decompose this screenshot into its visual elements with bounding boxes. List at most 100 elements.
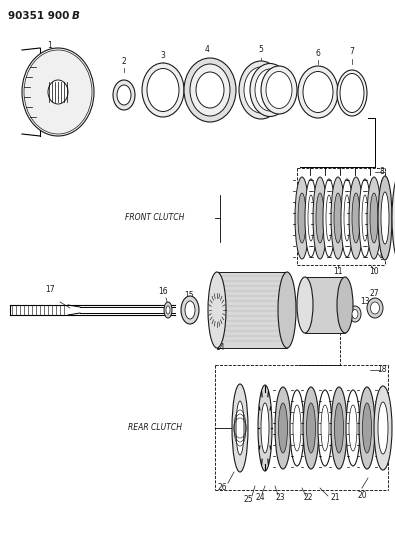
Ellipse shape — [323, 179, 335, 257]
Text: 23: 23 — [275, 492, 285, 502]
Ellipse shape — [334, 193, 342, 243]
Ellipse shape — [335, 403, 344, 453]
Ellipse shape — [308, 195, 314, 241]
Ellipse shape — [367, 298, 383, 318]
Ellipse shape — [298, 66, 338, 118]
Ellipse shape — [181, 296, 199, 324]
Text: 21: 21 — [330, 494, 340, 503]
Bar — [305, 277, 345, 333]
Ellipse shape — [244, 67, 278, 113]
Ellipse shape — [346, 390, 360, 466]
Ellipse shape — [290, 390, 304, 466]
Text: 6: 6 — [316, 49, 320, 58]
Text: 10: 10 — [369, 268, 379, 277]
Ellipse shape — [340, 74, 364, 112]
Ellipse shape — [341, 179, 353, 257]
Ellipse shape — [349, 405, 357, 451]
Ellipse shape — [190, 64, 230, 116]
Ellipse shape — [298, 193, 306, 243]
Ellipse shape — [275, 387, 291, 469]
Ellipse shape — [166, 306, 170, 314]
Ellipse shape — [349, 177, 363, 259]
Ellipse shape — [371, 302, 380, 314]
Text: 16: 16 — [158, 287, 168, 296]
Ellipse shape — [303, 71, 333, 112]
Ellipse shape — [316, 193, 324, 243]
Text: B: B — [72, 11, 80, 21]
Ellipse shape — [352, 310, 358, 319]
Ellipse shape — [331, 387, 347, 469]
Text: 3: 3 — [160, 51, 166, 60]
Ellipse shape — [261, 66, 297, 114]
Text: REAR CLUTCH: REAR CLUTCH — [128, 424, 182, 432]
Ellipse shape — [22, 48, 94, 136]
Text: 14: 14 — [215, 343, 225, 352]
Ellipse shape — [142, 63, 184, 117]
Text: 9: 9 — [380, 254, 384, 262]
Text: 2: 2 — [122, 58, 126, 67]
Ellipse shape — [297, 277, 313, 333]
Ellipse shape — [258, 385, 272, 471]
Ellipse shape — [185, 301, 195, 319]
Text: 20: 20 — [357, 490, 367, 499]
Ellipse shape — [337, 277, 353, 333]
Ellipse shape — [208, 272, 226, 348]
Ellipse shape — [236, 401, 244, 455]
Ellipse shape — [374, 386, 392, 470]
Ellipse shape — [278, 272, 296, 348]
Ellipse shape — [239, 61, 283, 119]
Ellipse shape — [305, 179, 317, 257]
Ellipse shape — [349, 306, 361, 322]
Text: 7: 7 — [350, 47, 354, 56]
Bar — [217, 272, 287, 348]
Ellipse shape — [362, 195, 368, 241]
Ellipse shape — [378, 176, 392, 260]
Text: 26: 26 — [217, 483, 227, 492]
Text: 1: 1 — [48, 41, 53, 50]
Ellipse shape — [266, 71, 292, 109]
Ellipse shape — [113, 80, 135, 110]
Text: 15: 15 — [184, 290, 194, 300]
Ellipse shape — [381, 192, 389, 244]
Ellipse shape — [295, 177, 309, 259]
Text: 24: 24 — [255, 492, 265, 502]
Ellipse shape — [48, 80, 68, 104]
Ellipse shape — [318, 390, 332, 466]
Ellipse shape — [255, 69, 285, 111]
Ellipse shape — [261, 403, 269, 453]
Ellipse shape — [370, 193, 378, 243]
Ellipse shape — [250, 63, 290, 117]
Ellipse shape — [378, 402, 388, 454]
Ellipse shape — [359, 387, 375, 469]
Text: 19: 19 — [377, 425, 387, 434]
Ellipse shape — [321, 405, 329, 451]
Ellipse shape — [359, 179, 371, 257]
Ellipse shape — [337, 70, 367, 116]
Ellipse shape — [303, 387, 319, 469]
Ellipse shape — [331, 177, 345, 259]
Ellipse shape — [184, 58, 236, 122]
Text: FRONT CLUTCH: FRONT CLUTCH — [125, 214, 185, 222]
Text: 5: 5 — [259, 45, 263, 54]
Text: 4: 4 — [205, 45, 209, 54]
Ellipse shape — [313, 177, 327, 259]
Ellipse shape — [367, 177, 381, 259]
Text: 27: 27 — [369, 289, 379, 298]
Ellipse shape — [164, 302, 172, 318]
Ellipse shape — [117, 85, 131, 105]
Ellipse shape — [352, 193, 360, 243]
Ellipse shape — [307, 403, 316, 453]
Text: 22: 22 — [303, 494, 313, 503]
Text: 11: 11 — [333, 268, 343, 277]
Ellipse shape — [344, 195, 350, 241]
Text: 13: 13 — [360, 297, 370, 306]
Ellipse shape — [293, 405, 301, 451]
Ellipse shape — [363, 403, 372, 453]
Ellipse shape — [147, 69, 179, 111]
Ellipse shape — [278, 403, 288, 453]
Ellipse shape — [326, 195, 332, 241]
Ellipse shape — [196, 72, 224, 108]
Ellipse shape — [392, 172, 395, 264]
Text: 18: 18 — [377, 366, 387, 375]
Text: 25: 25 — [243, 496, 253, 505]
